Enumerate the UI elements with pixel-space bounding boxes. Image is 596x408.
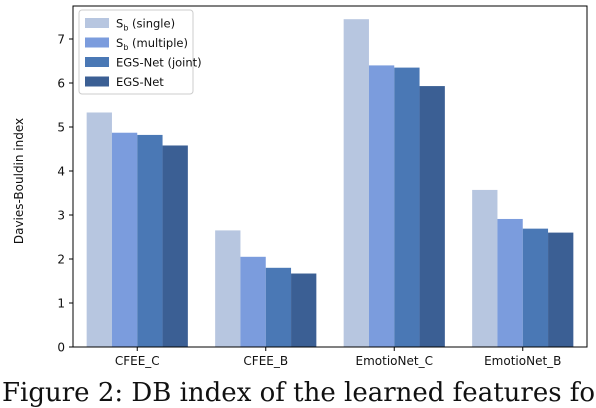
- bar-emotionet-c-series-1: [343, 19, 369, 347]
- y-tick-label: 5: [57, 121, 65, 135]
- y-tick-label: 4: [57, 165, 65, 179]
- figure-caption: Figure 2: DB index of the learned featur…: [2, 378, 596, 408]
- bar-cfee-b-series-4: [291, 273, 317, 347]
- bar-cfee-c-series-1: [86, 112, 112, 347]
- legend-box: [78, 9, 194, 95]
- bar-emotionet-b-series-4: [548, 232, 574, 347]
- y-tick-label: 7: [57, 33, 65, 47]
- axes-layer: [72, 5, 588, 348]
- y-tick-label: 2: [57, 253, 65, 267]
- plot-frame: [72, 5, 588, 348]
- y-axis-label: Davies-Bouldin index: [12, 118, 26, 244]
- legend-label-4: EGS-Net: [116, 75, 164, 89]
- bar-cfee-b-series-3: [265, 267, 292, 347]
- x-tick-label: EmotioNet_C: [356, 354, 433, 368]
- legend-label-1: Sb (single): [116, 17, 175, 33]
- y-tick-label: 6: [57, 77, 65, 91]
- legend-label-2: Sb (multiple): [116, 36, 188, 52]
- bar-cfee-b-series-1: [215, 230, 241, 347]
- bar-emotionet-c-series-2: [368, 65, 395, 348]
- legend: Sb (single) Sb (multiple) EGS-Net (joint) E…: [78, 9, 202, 95]
- legend-swatch-3: [85, 57, 109, 67]
- legend-swatch-1: [85, 18, 109, 28]
- bar-cfee-b-series-2: [240, 256, 266, 347]
- legend-label-3: EGS-Net (joint): [116, 56, 202, 70]
- bar-cfee-c-series-3: [137, 134, 163, 347]
- x-tick-label: CFEE_B: [243, 354, 288, 368]
- legend-swatch-4: [85, 76, 109, 87]
- legend-swatch-2: [85, 37, 109, 48]
- bar-cfee-c-series-4: [162, 145, 188, 347]
- ticks-layer: 0 1 2 3 4 5 6 7 CFEE_C CFEE_B EmotioNet_C EmotioNet…: [57, 33, 561, 369]
- y-tick-label: 1: [57, 297, 65, 311]
- bar-emotionet-b-series-3: [522, 228, 549, 347]
- bar-emotionet-b-series-2: [497, 218, 523, 347]
- bar-emotionet-c-series-4: [419, 86, 445, 347]
- y-tick-label: 3: [57, 209, 65, 223]
- chart-canvas: 0 1 2 3 4 5 6 7 CFEE_C CFEE_B EmotioNet_C EmotioNet…: [12, 5, 588, 369]
- bars-layer: [86, 19, 574, 348]
- bar-emotionet-b-series-1: [472, 189, 498, 347]
- x-tick-label: CFEE_C: [115, 354, 160, 368]
- x-tick-label: EmotioNet_B: [484, 354, 561, 368]
- bar-emotionet-c-series-3: [394, 67, 420, 347]
- y-tick-label: 0: [57, 341, 65, 355]
- bar-cfee-c-series-2: [111, 132, 138, 347]
